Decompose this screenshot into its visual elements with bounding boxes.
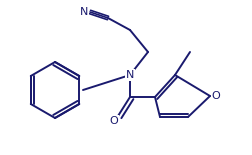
Text: O: O (109, 116, 118, 126)
Text: N: N (125, 70, 134, 80)
Text: O: O (211, 91, 219, 101)
Text: N: N (79, 7, 88, 17)
